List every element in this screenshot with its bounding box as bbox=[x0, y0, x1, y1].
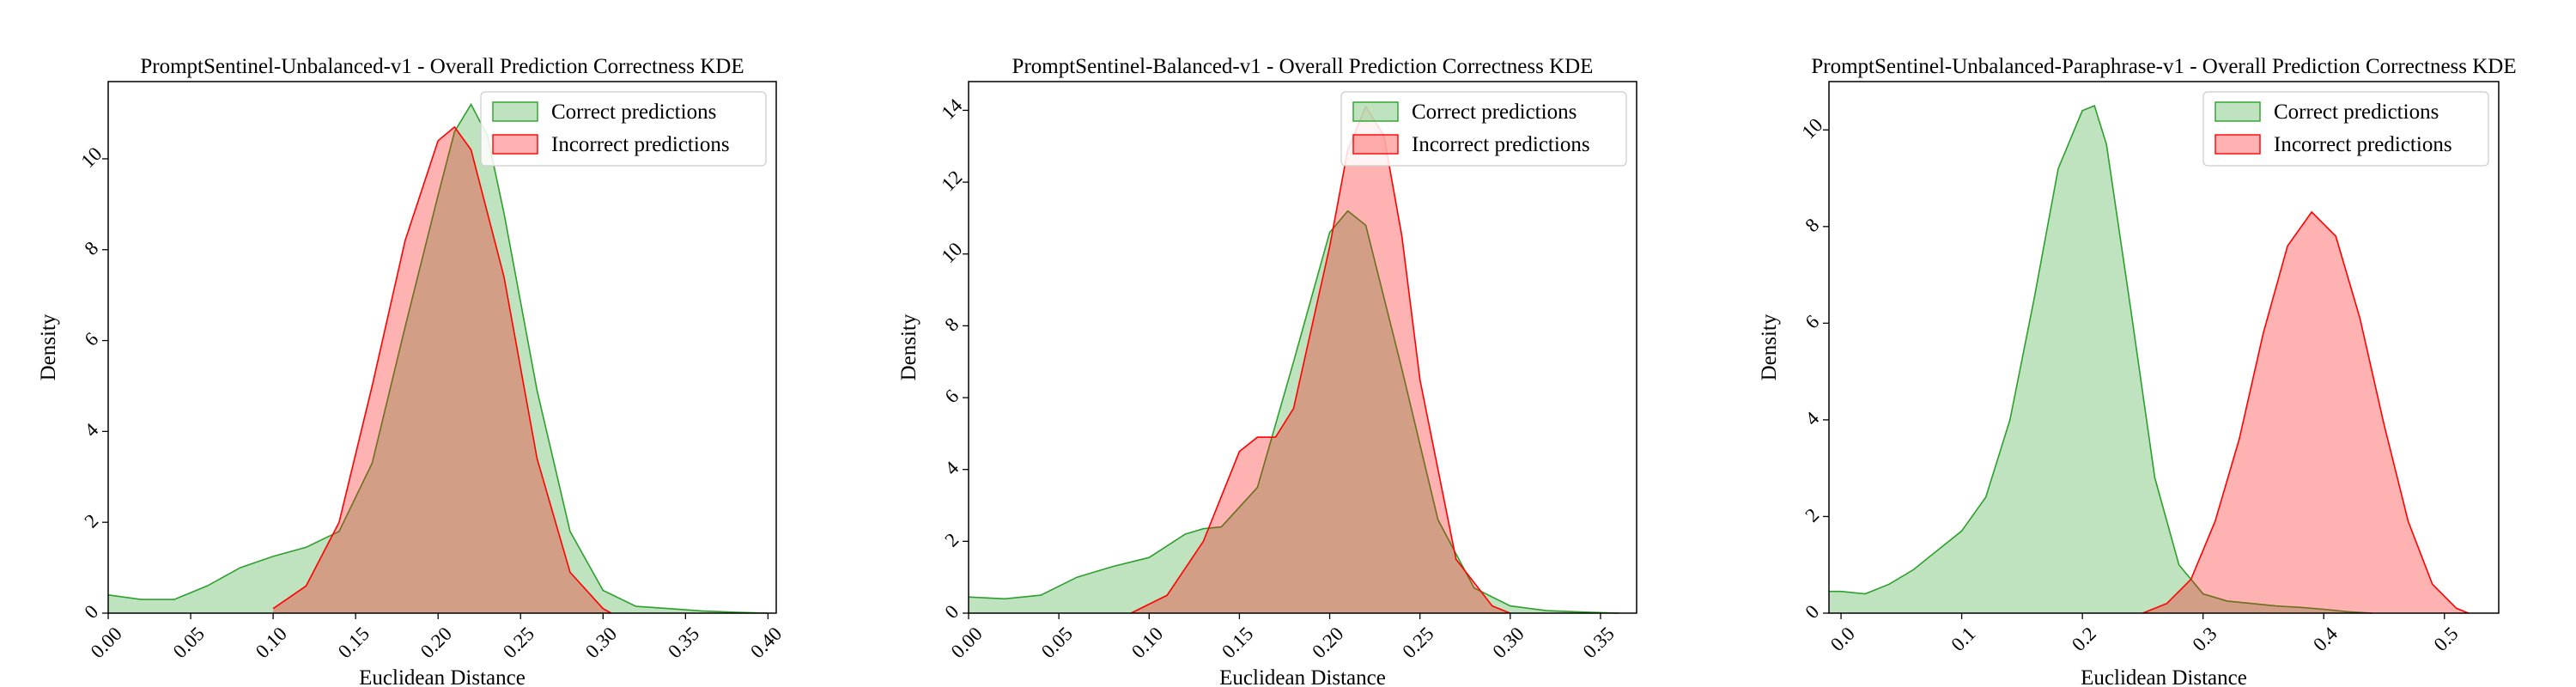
series-area-correct bbox=[1829, 106, 2372, 614]
y-tick-label: 8 bbox=[941, 313, 963, 336]
plot-frame bbox=[968, 81, 1637, 614]
series-area-incorrect bbox=[2142, 211, 2469, 613]
legend-box bbox=[1340, 91, 1627, 167]
x-tick-label: 0.00 bbox=[947, 623, 987, 662]
y-tick-label: 14 bbox=[937, 94, 966, 124]
series-area-correct bbox=[108, 104, 769, 613]
x-tick-label: 0.10 bbox=[252, 623, 291, 662]
y-tick-label: 4 bbox=[1801, 407, 1824, 429]
legend-box bbox=[480, 91, 767, 167]
y-tick-label: 6 bbox=[81, 328, 103, 350]
legend-swatch-incorrect bbox=[492, 134, 538, 155]
y-tick-label: 8 bbox=[81, 237, 103, 259]
x-tick-label: 0.25 bbox=[499, 623, 538, 662]
y-tick-label: 10 bbox=[76, 143, 106, 172]
chart-title: PromptSentinel-Unbalanced-Paraphrase-v1 … bbox=[1811, 55, 2516, 78]
y-tick-label: 0 bbox=[81, 601, 103, 623]
x-tick-label: 0.40 bbox=[746, 623, 786, 662]
y-tick-label: 0 bbox=[941, 601, 963, 623]
y-tick-label: 2 bbox=[81, 510, 103, 532]
series-line-correct bbox=[968, 210, 1619, 614]
x-tick-label: 0.3 bbox=[2189, 623, 2221, 655]
x-tick-label: 0.15 bbox=[1218, 623, 1257, 662]
y-tick-label: 6 bbox=[1801, 311, 1824, 333]
y-tick-label: 2 bbox=[1801, 504, 1824, 526]
series-line-incorrect bbox=[1130, 105, 1511, 614]
x-tick-label: 0.0 bbox=[1826, 623, 1859, 655]
series-line-incorrect bbox=[272, 125, 612, 614]
legend-label-correct: Correct predictions bbox=[2274, 100, 2439, 124]
legend-label-correct: Correct predictions bbox=[1412, 100, 1577, 124]
x-tick-label: 0.35 bbox=[664, 623, 703, 662]
x-tick-label: 0.20 bbox=[1308, 623, 1347, 662]
x-tick-label: 0.30 bbox=[1489, 623, 1528, 662]
series-area-correct bbox=[969, 210, 1619, 613]
legend-label-correct: Correct predictions bbox=[551, 100, 716, 124]
legend-label-incorrect: Incorrect predictions bbox=[1412, 133, 1590, 156]
y-tick-label: 6 bbox=[941, 386, 963, 408]
y-tick-label: 4 bbox=[81, 419, 103, 441]
series-line-correct bbox=[1829, 105, 2372, 614]
legend: Correct predictions Incorrect predictions bbox=[2202, 91, 2489, 167]
y-tick-label: 12 bbox=[937, 167, 966, 196]
x-tick-label: 0.15 bbox=[334, 623, 374, 662]
plot-frame bbox=[1828, 81, 2500, 614]
legend: Correct predictions Incorrect predictions bbox=[1340, 91, 1627, 167]
x-tick-label: 0.10 bbox=[1127, 623, 1167, 662]
x-tick-label: 0.05 bbox=[1037, 623, 1077, 662]
y-axis-label: Density bbox=[1758, 313, 1781, 380]
x-axis-label: Euclidean Distance bbox=[359, 666, 526, 687]
x-tick-label: 0.05 bbox=[169, 623, 209, 662]
legend: Correct predictions Incorrect predictions bbox=[480, 91, 767, 167]
series-line-correct bbox=[107, 102, 769, 614]
y-axis-label: Density bbox=[897, 313, 920, 380]
x-tick-label: 0.00 bbox=[87, 623, 126, 662]
series-area-incorrect bbox=[273, 126, 611, 613]
x-tick-label: 0.35 bbox=[1579, 623, 1619, 662]
chart-title: PromptSentinel-Balanced-v1 - Overall Pre… bbox=[1012, 55, 1594, 78]
plot-frame bbox=[107, 81, 777, 614]
chart-panel-3: 0.0 0.1 0.2 0.3 0.4 0.5 0 2 4 6 8 10 PromptSentinel-… bbox=[1758, 55, 2517, 687]
x-tick-label: 0.2 bbox=[2068, 623, 2100, 655]
x-tick-label: 0.4 bbox=[2309, 623, 2342, 655]
x-axis-label: Euclidean Distance bbox=[2081, 666, 2247, 687]
legend-swatch-correct bbox=[2215, 101, 2261, 122]
legend-swatch-incorrect bbox=[1352, 134, 1399, 155]
x-tick-label: 0.1 bbox=[1947, 623, 1979, 655]
y-tick-label: 10 bbox=[1797, 114, 1826, 143]
chart-panel-1: 0.00 0.05 0.10 0.15 0.20 0.25 0.30 0.35 0.40 0 2 4 6… bbox=[37, 55, 786, 687]
legend-swatch-correct bbox=[492, 101, 538, 122]
chart-panel-2: 0.00 0.05 0.10 0.15 0.20 0.25 0.30 0.35 0 2 4 6 8 10 1… bbox=[897, 55, 1637, 687]
legend-swatch-correct bbox=[1352, 101, 1399, 122]
x-tick-label: 0.5 bbox=[2430, 623, 2463, 655]
x-axis-label: Euclidean Distance bbox=[1219, 666, 1386, 687]
chart-title: PromptSentinel-Unbalanced-v1 - Overall P… bbox=[140, 55, 744, 78]
y-axis-label: Density bbox=[37, 313, 60, 380]
legend-label-incorrect: Incorrect predictions bbox=[551, 133, 730, 156]
series-line-incorrect bbox=[2142, 210, 2470, 614]
legend-label-incorrect: Incorrect predictions bbox=[2274, 133, 2452, 156]
legend-swatch-incorrect bbox=[2215, 134, 2261, 155]
x-tick-label: 0.20 bbox=[416, 623, 456, 662]
y-tick-label: 0 bbox=[1801, 601, 1824, 623]
x-tick-label: 0.30 bbox=[581, 623, 621, 662]
x-tick-label: 0.25 bbox=[1398, 623, 1437, 662]
y-tick-label: 4 bbox=[941, 457, 963, 479]
legend-box bbox=[2202, 91, 2489, 167]
y-tick-label: 2 bbox=[941, 529, 963, 551]
y-tick-label: 10 bbox=[937, 238, 966, 267]
y-tick-label: 8 bbox=[1801, 214, 1824, 236]
